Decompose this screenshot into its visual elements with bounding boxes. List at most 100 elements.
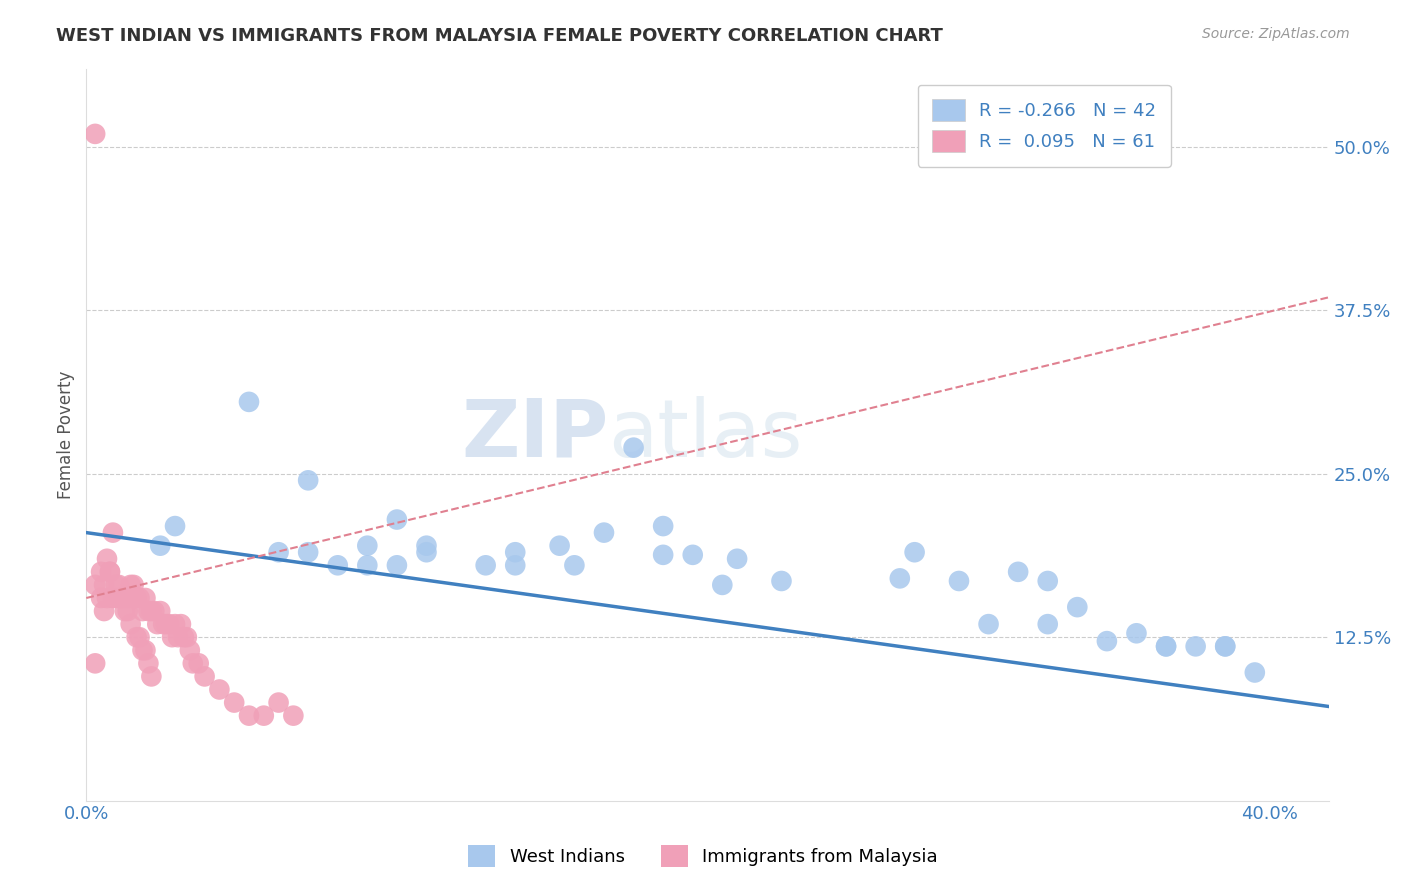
Point xyxy=(108,578,131,592)
Point xyxy=(1125,626,1147,640)
Point xyxy=(1154,640,1177,654)
Point xyxy=(125,630,148,644)
Point xyxy=(208,682,231,697)
Point xyxy=(652,519,675,533)
Point xyxy=(134,591,156,605)
Point xyxy=(1154,640,1177,654)
Point xyxy=(84,578,107,592)
Point xyxy=(98,565,121,579)
Point xyxy=(682,548,704,562)
Point xyxy=(141,669,163,683)
Point xyxy=(385,558,408,573)
Point xyxy=(593,525,616,540)
Point xyxy=(122,578,145,592)
Point xyxy=(176,630,198,644)
Point xyxy=(770,574,793,588)
Point xyxy=(146,617,169,632)
Point xyxy=(179,643,201,657)
Point xyxy=(134,643,156,657)
Point xyxy=(131,604,153,618)
Point xyxy=(297,545,319,559)
Point xyxy=(149,604,172,618)
Point xyxy=(101,525,124,540)
Point xyxy=(1243,665,1265,680)
Point xyxy=(356,558,378,573)
Point xyxy=(93,578,115,592)
Point xyxy=(170,617,193,632)
Point xyxy=(104,591,127,605)
Text: ZIP: ZIP xyxy=(461,395,609,474)
Point xyxy=(1184,640,1206,654)
Point xyxy=(128,591,150,605)
Y-axis label: Female Poverty: Female Poverty xyxy=(58,370,75,499)
Point xyxy=(163,617,186,632)
Legend: West Indians, Immigrants from Malaysia: West Indians, Immigrants from Malaysia xyxy=(461,838,945,874)
Point xyxy=(283,708,305,723)
Point xyxy=(96,551,118,566)
Point xyxy=(253,708,276,723)
Point xyxy=(114,604,136,618)
Text: Source: ZipAtlas.com: Source: ZipAtlas.com xyxy=(1202,27,1350,41)
Point xyxy=(138,657,160,671)
Point xyxy=(163,519,186,533)
Point xyxy=(117,604,139,618)
Point xyxy=(152,617,174,632)
Point xyxy=(187,657,209,671)
Point xyxy=(238,708,260,723)
Point xyxy=(173,630,195,644)
Point xyxy=(503,558,526,573)
Point xyxy=(117,591,139,605)
Point xyxy=(104,578,127,592)
Point xyxy=(160,630,183,644)
Point xyxy=(128,630,150,644)
Point xyxy=(194,669,217,683)
Point xyxy=(711,578,734,592)
Point xyxy=(1095,634,1118,648)
Point xyxy=(267,696,290,710)
Text: WEST INDIAN VS IMMIGRANTS FROM MALAYSIA FEMALE POVERTY CORRELATION CHART: WEST INDIAN VS IMMIGRANTS FROM MALAYSIA … xyxy=(56,27,943,45)
Point xyxy=(652,548,675,562)
Point xyxy=(238,395,260,409)
Point xyxy=(1213,640,1236,654)
Point xyxy=(101,591,124,605)
Point xyxy=(122,591,145,605)
Point xyxy=(889,571,911,585)
Point xyxy=(548,539,571,553)
Legend: R = -0.266   N = 42, R =  0.095   N = 61: R = -0.266 N = 42, R = 0.095 N = 61 xyxy=(918,85,1171,167)
Point xyxy=(143,604,166,618)
Point xyxy=(474,558,496,573)
Point xyxy=(131,643,153,657)
Point xyxy=(1007,565,1029,579)
Point xyxy=(93,604,115,618)
Point xyxy=(415,539,437,553)
Point xyxy=(157,617,180,632)
Point xyxy=(948,574,970,588)
Point xyxy=(415,545,437,559)
Point xyxy=(111,591,134,605)
Point xyxy=(141,604,163,618)
Point xyxy=(90,591,112,605)
Point xyxy=(224,696,246,710)
Point xyxy=(138,604,160,618)
Point xyxy=(326,558,349,573)
Point xyxy=(149,539,172,553)
Point xyxy=(1066,600,1088,615)
Point xyxy=(297,473,319,487)
Point xyxy=(977,617,1000,632)
Point xyxy=(155,617,177,632)
Point xyxy=(503,545,526,559)
Point xyxy=(181,657,204,671)
Point xyxy=(120,578,142,592)
Point xyxy=(167,630,190,644)
Point xyxy=(84,657,107,671)
Point xyxy=(725,551,748,566)
Point xyxy=(111,591,134,605)
Point xyxy=(356,539,378,553)
Point xyxy=(90,565,112,579)
Point xyxy=(125,591,148,605)
Point xyxy=(96,591,118,605)
Point xyxy=(267,545,290,559)
Point xyxy=(564,558,586,573)
Point xyxy=(623,441,645,455)
Point xyxy=(904,545,927,559)
